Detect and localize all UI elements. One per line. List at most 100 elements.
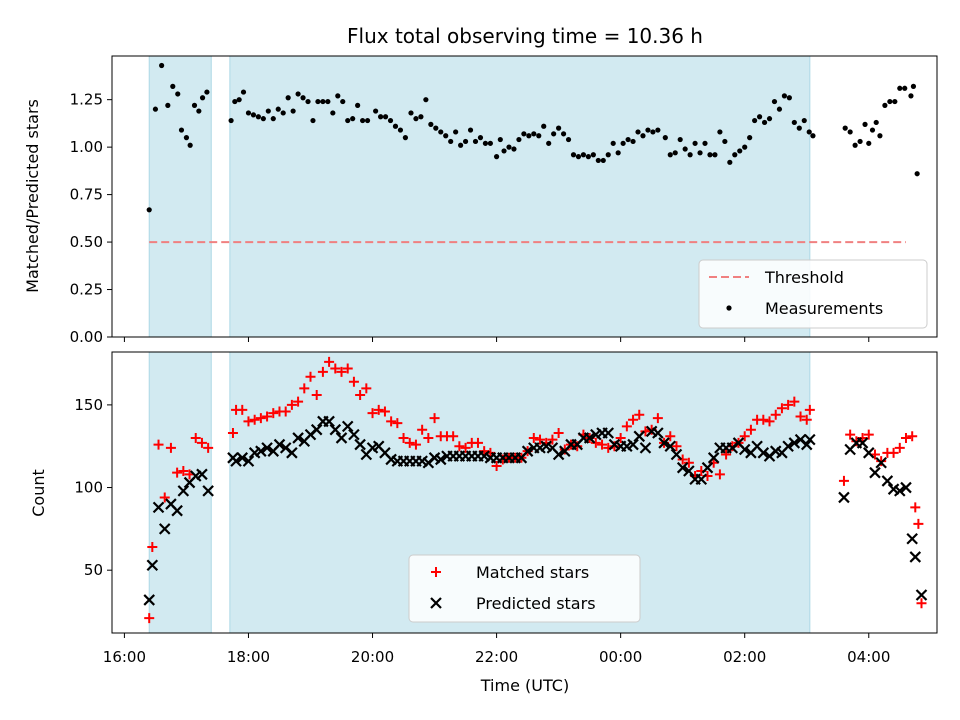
measurement-point [377, 114, 384, 120]
measurement-point [280, 110, 286, 116]
predicted-star-point [152, 501, 165, 514]
matched-star-point [417, 424, 428, 435]
measurement-point [255, 114, 261, 120]
x-tick-label: 16:00 [103, 648, 146, 666]
predicted-star-point [738, 443, 751, 456]
measurement-point [650, 129, 656, 135]
matched-star-point [590, 437, 601, 448]
y-tick-label: 0.75 [70, 186, 103, 204]
measurement-point [541, 123, 547, 129]
matched-star-point [783, 399, 794, 410]
matched-star-point [454, 441, 465, 452]
matched-star-point [683, 457, 694, 468]
predicted-star-point [875, 456, 887, 469]
measurement-point [477, 135, 484, 141]
predicted-star-point [335, 432, 348, 444]
matched-star-point [621, 421, 632, 432]
matched-star-point [172, 467, 183, 478]
predicted-star-point [602, 427, 615, 439]
measurement-point [300, 95, 306, 101]
matched-star-point [404, 437, 415, 448]
measurement-point [408, 110, 414, 116]
measurement-point [570, 152, 577, 158]
measurement-point [635, 129, 641, 135]
measurement-point [285, 95, 291, 101]
measurement-point [776, 106, 783, 112]
measurement-point [810, 133, 816, 139]
predicted-star-point [906, 533, 918, 545]
matched-star-point [268, 408, 279, 419]
matched-star-point [615, 432, 626, 443]
measurement-point [413, 116, 419, 122]
matched-star-point [894, 442, 905, 453]
measurement-point [159, 62, 165, 69]
matched-star-point [789, 396, 800, 407]
legend-measurements-label: Measurements [765, 299, 883, 318]
matched-star-point [227, 427, 238, 438]
measurement-point [869, 127, 876, 133]
matched-star-point [910, 502, 921, 513]
predicted-star-point [323, 415, 335, 428]
y-tick-label: 1.00 [70, 138, 103, 156]
measurement-point [600, 157, 606, 164]
measurement-point [565, 136, 572, 143]
predicted-star-point [701, 461, 714, 474]
measurement-point [531, 131, 537, 137]
measurement-point [472, 138, 479, 145]
predicted-star-point [158, 523, 171, 535]
predicted-star-point [310, 423, 323, 436]
predicted-star-point [652, 427, 664, 439]
matched-star-point [665, 431, 676, 442]
matched-star-point [804, 404, 815, 415]
matched-star-point [178, 466, 189, 477]
measurement-point [178, 127, 185, 133]
measurement-point [245, 110, 252, 116]
matched-star-point [165, 442, 176, 453]
measurement-point [345, 117, 351, 124]
y-tick-label: 100 [74, 479, 103, 497]
measurement-point [355, 102, 361, 108]
predicted-star-point [782, 440, 794, 452]
measurement-point [487, 140, 493, 146]
x-axis-label: Time (UTC) [480, 676, 569, 695]
y-tick-label: 0.00 [70, 328, 103, 346]
predicted-star-point [143, 594, 155, 606]
measurement-point [350, 116, 356, 122]
matched-star-point [324, 356, 335, 367]
measurement-point [453, 129, 459, 135]
predicted-star-point [146, 559, 159, 572]
measurement-point [766, 116, 773, 122]
series-predicted-stars [143, 415, 928, 606]
predicted-star-point [236, 452, 249, 464]
measurement-point [482, 140, 489, 146]
measurement-point [645, 127, 651, 133]
predicted-star-point [670, 448, 683, 461]
matched-star-point [410, 439, 421, 450]
measurement-point [892, 98, 898, 105]
matched-star-point [460, 442, 471, 453]
measurement-point [887, 98, 893, 105]
measurement-point [467, 127, 474, 133]
measurement-point [295, 91, 301, 97]
measurement-point [727, 159, 733, 165]
matched-star-point [361, 383, 372, 394]
matched-star-point [721, 449, 732, 460]
measurement-point [260, 116, 266, 122]
measurement-point [908, 93, 914, 99]
measurement-point [501, 148, 507, 154]
matched-star-point [634, 409, 645, 420]
series-measurements [146, 62, 920, 213]
axes-frame [111, 351, 938, 634]
measurement-point [560, 131, 567, 137]
measurement-point [667, 152, 673, 158]
matched-star-point [286, 399, 297, 410]
measurement-point [187, 142, 193, 148]
measurement-point [620, 140, 626, 146]
measurement-point [873, 119, 879, 126]
matched-star-point [677, 454, 688, 465]
measurement-point [438, 129, 444, 135]
matched-star-point [144, 613, 155, 624]
matched-star-point [640, 426, 651, 437]
measurement-point [697, 150, 703, 156]
matched-star-point [472, 437, 483, 448]
